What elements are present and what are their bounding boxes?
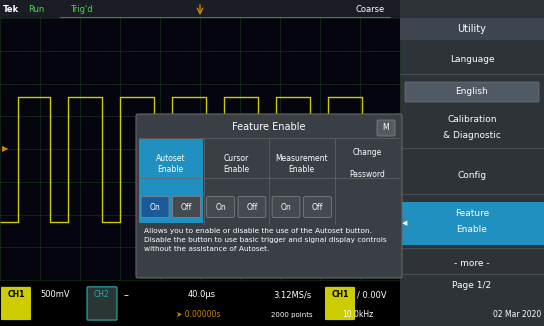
Text: CH1: CH1 [331, 290, 349, 299]
Text: ◀: ◀ [402, 220, 407, 227]
Text: Utility: Utility [458, 24, 486, 34]
Bar [400, 202, 544, 245]
Text: On: On [150, 202, 160, 212]
Text: Autoset
Enable: Autoset Enable [156, 154, 186, 174]
Text: 3.12MS/s: 3.12MS/s [273, 290, 311, 299]
Bar [139, 139, 202, 223]
FancyBboxPatch shape [304, 197, 331, 217]
Text: Tek: Tek [3, 5, 19, 13]
Text: Off: Off [312, 202, 323, 212]
Text: / 0.00V: / 0.00V [357, 290, 387, 299]
Text: Trig'd: Trig'd [70, 5, 92, 13]
Text: ➤ 0.00000s: ➤ 0.00000s [176, 310, 220, 319]
Text: & Diagnostic: & Diagnostic [443, 131, 501, 141]
FancyBboxPatch shape [377, 120, 395, 136]
Text: Feature: Feature [455, 210, 489, 218]
Text: - more -: - more - [454, 259, 490, 269]
Text: CH2: CH2 [94, 290, 110, 299]
Bar [139, 117, 399, 138]
Text: On: On [215, 202, 226, 212]
FancyBboxPatch shape [405, 82, 539, 102]
FancyBboxPatch shape [136, 114, 402, 278]
Text: Config: Config [458, 171, 486, 181]
Text: 10.0kHz: 10.0kHz [342, 310, 374, 319]
Text: Language: Language [450, 55, 494, 65]
Text: CH1: CH1 [7, 290, 24, 299]
Bar [0, 0, 400, 18]
FancyBboxPatch shape [272, 197, 300, 217]
Text: Coarse: Coarse [355, 5, 384, 13]
Text: –: – [124, 290, 129, 300]
Bar [0, 280, 400, 326]
FancyBboxPatch shape [238, 197, 266, 217]
FancyBboxPatch shape [172, 197, 200, 217]
FancyBboxPatch shape [87, 287, 117, 320]
Text: 02 Mar 2020: 02 Mar 2020 [493, 310, 541, 319]
Text: Cursor
Enable: Cursor Enable [223, 154, 249, 174]
Text: Calibration: Calibration [447, 115, 497, 125]
Text: Measurement
Enable: Measurement Enable [275, 154, 328, 174]
FancyBboxPatch shape [1, 287, 31, 320]
Text: Feature Enable: Feature Enable [232, 122, 306, 132]
Bar [0, 18, 400, 280]
Text: 40.0µs: 40.0µs [188, 290, 216, 299]
FancyBboxPatch shape [207, 197, 234, 217]
Text: On: On [281, 202, 292, 212]
FancyBboxPatch shape [325, 287, 355, 320]
Text: Allows you to enable or disable the use of the Autoset button.
Disable the butto: Allows you to enable or disable the use … [144, 228, 387, 252]
Text: ▶: ▶ [2, 144, 9, 154]
Text: Page 1/2: Page 1/2 [453, 281, 492, 290]
Bar [400, 18, 544, 40]
Text: 500mV: 500mV [40, 290, 70, 299]
Bar [400, 0, 544, 326]
Text: Change

Password: Change Password [349, 148, 385, 179]
Text: 2000 points: 2000 points [271, 312, 313, 318]
FancyBboxPatch shape [141, 197, 169, 217]
Text: English: English [456, 87, 489, 96]
Text: Off: Off [246, 202, 258, 212]
Text: Off: Off [181, 202, 192, 212]
Text: Enable: Enable [456, 226, 487, 234]
Text: Run: Run [28, 5, 44, 13]
Text: M: M [382, 124, 390, 132]
